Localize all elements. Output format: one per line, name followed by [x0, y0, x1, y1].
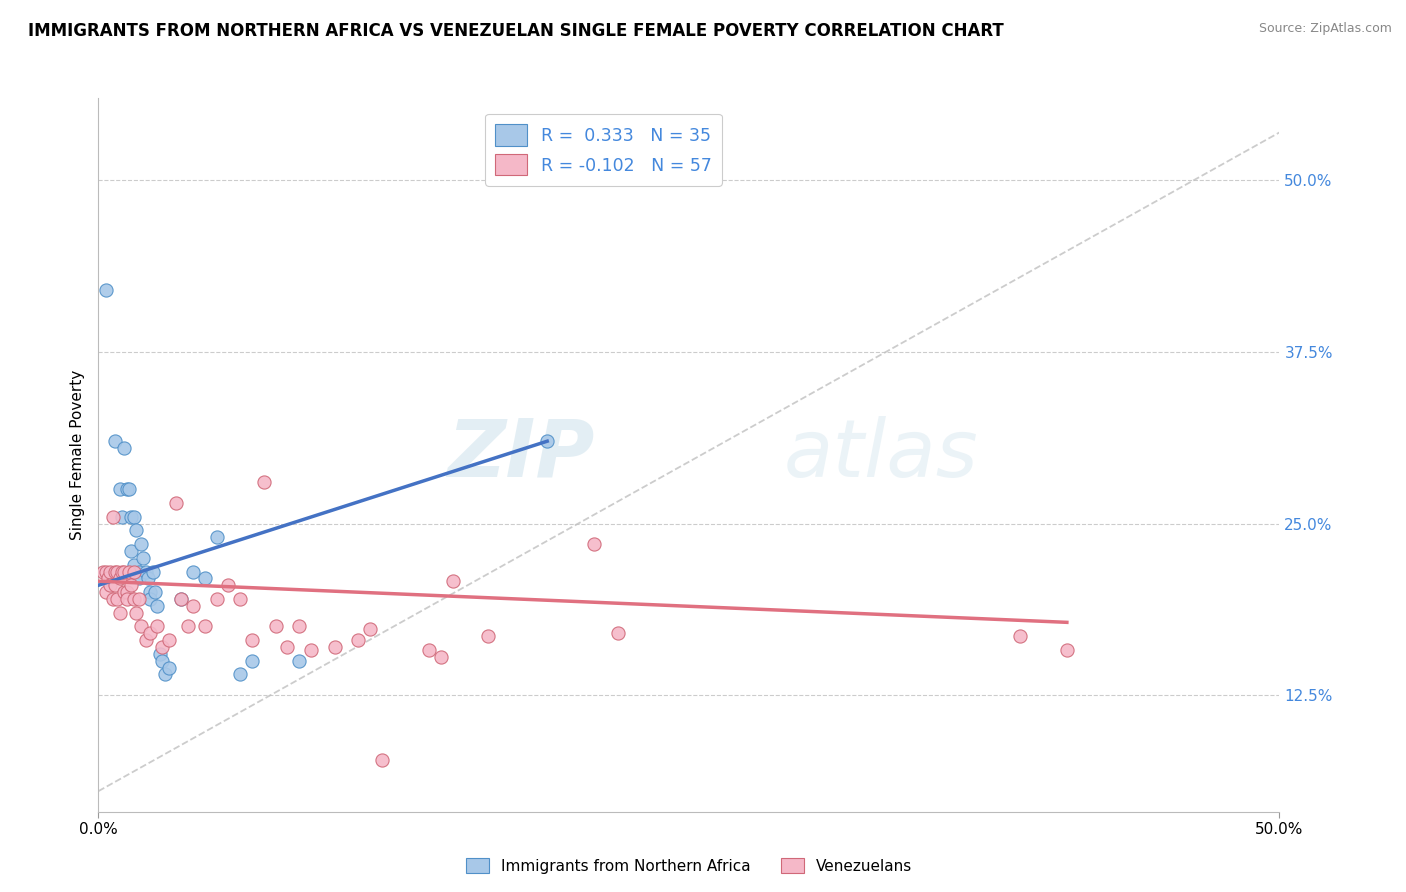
Point: [108, 482, 131, 496]
Point: [253, 475, 276, 490]
Point: [142, 565, 165, 579]
Point: [98, 565, 121, 579]
Point: [418, 642, 440, 657]
Point: [194, 571, 217, 585]
Point: [240, 654, 263, 668]
Point: [129, 619, 152, 633]
Point: [121, 578, 143, 592]
Point: [122, 565, 145, 579]
Point: [583, 537, 606, 551]
Point: [477, 629, 499, 643]
Point: [1008, 629, 1031, 643]
Point: [288, 654, 311, 668]
Point: [115, 482, 138, 496]
Point: [91, 565, 114, 579]
Point: [128, 571, 150, 585]
Point: [170, 592, 193, 607]
Point: [112, 441, 135, 455]
Point: [129, 537, 152, 551]
Point: [153, 667, 176, 681]
Point: [430, 649, 453, 664]
Point: [150, 654, 173, 668]
Point: [108, 571, 131, 585]
Text: ZIP: ZIP: [447, 416, 595, 494]
Legend: Immigrants from Northern Africa, Venezuelans: Immigrants from Northern Africa, Venezue…: [460, 852, 918, 880]
Point: [104, 434, 127, 449]
Point: [441, 574, 464, 589]
Point: [112, 565, 135, 579]
Legend: R =  0.333   N = 35, R = -0.102   N = 57: R = 0.333 N = 35, R = -0.102 N = 57: [485, 114, 721, 186]
Point: [104, 578, 127, 592]
Point: [177, 619, 200, 633]
Point: [122, 509, 145, 524]
Point: [111, 565, 134, 579]
Point: [94, 565, 117, 579]
Point: [146, 619, 169, 633]
Point: [121, 509, 143, 524]
Point: [104, 565, 127, 579]
Point: [111, 509, 134, 524]
Point: [101, 509, 124, 524]
Point: [205, 530, 228, 544]
Point: [139, 592, 162, 607]
Point: [371, 753, 394, 767]
Text: Source: ZipAtlas.com: Source: ZipAtlas.com: [1258, 22, 1392, 36]
Point: [149, 647, 172, 661]
Point: [122, 558, 145, 572]
Point: [98, 578, 121, 592]
Point: [146, 599, 169, 613]
Point: [170, 592, 193, 607]
Point: [264, 619, 287, 633]
Point: [121, 544, 143, 558]
Point: [157, 633, 180, 648]
Point: [288, 619, 311, 633]
Point: [139, 585, 162, 599]
Point: [347, 633, 370, 648]
Point: [94, 585, 117, 599]
Point: [240, 633, 263, 648]
Text: IMMIGRANTS FROM NORTHERN AFRICA VS VENEZUELAN SINGLE FEMALE POVERTY CORRELATION : IMMIGRANTS FROM NORTHERN AFRICA VS VENEZ…: [28, 22, 1004, 40]
Point: [105, 565, 128, 579]
Point: [157, 660, 180, 674]
Point: [118, 482, 141, 496]
Point: [108, 606, 131, 620]
Point: [276, 640, 298, 654]
Point: [115, 585, 138, 599]
Point: [536, 434, 558, 449]
Point: [1056, 642, 1078, 657]
Point: [118, 565, 141, 579]
Point: [229, 667, 252, 681]
Point: [128, 592, 150, 607]
Point: [112, 585, 135, 599]
Point: [97, 571, 120, 585]
Point: [143, 585, 166, 599]
Point: [101, 592, 124, 607]
Point: [194, 619, 217, 633]
Point: [181, 565, 204, 579]
Point: [607, 626, 630, 640]
Y-axis label: Single Female Poverty: Single Female Poverty: [69, 370, 84, 540]
Point: [132, 550, 155, 565]
Point: [205, 592, 228, 607]
Point: [105, 592, 128, 607]
Point: [125, 524, 148, 538]
Point: [94, 283, 117, 297]
Point: [139, 626, 162, 640]
Point: [323, 640, 346, 654]
Point: [299, 642, 322, 657]
Point: [359, 622, 381, 636]
Point: [125, 606, 148, 620]
Point: [165, 496, 187, 510]
Point: [217, 578, 239, 592]
Text: atlas: atlas: [783, 416, 979, 494]
Point: [136, 571, 159, 585]
Point: [150, 640, 173, 654]
Point: [128, 565, 150, 579]
Point: [135, 633, 157, 648]
Point: [229, 592, 252, 607]
Point: [135, 565, 157, 579]
Point: [181, 599, 204, 613]
Point: [115, 592, 138, 607]
Point: [122, 592, 145, 607]
